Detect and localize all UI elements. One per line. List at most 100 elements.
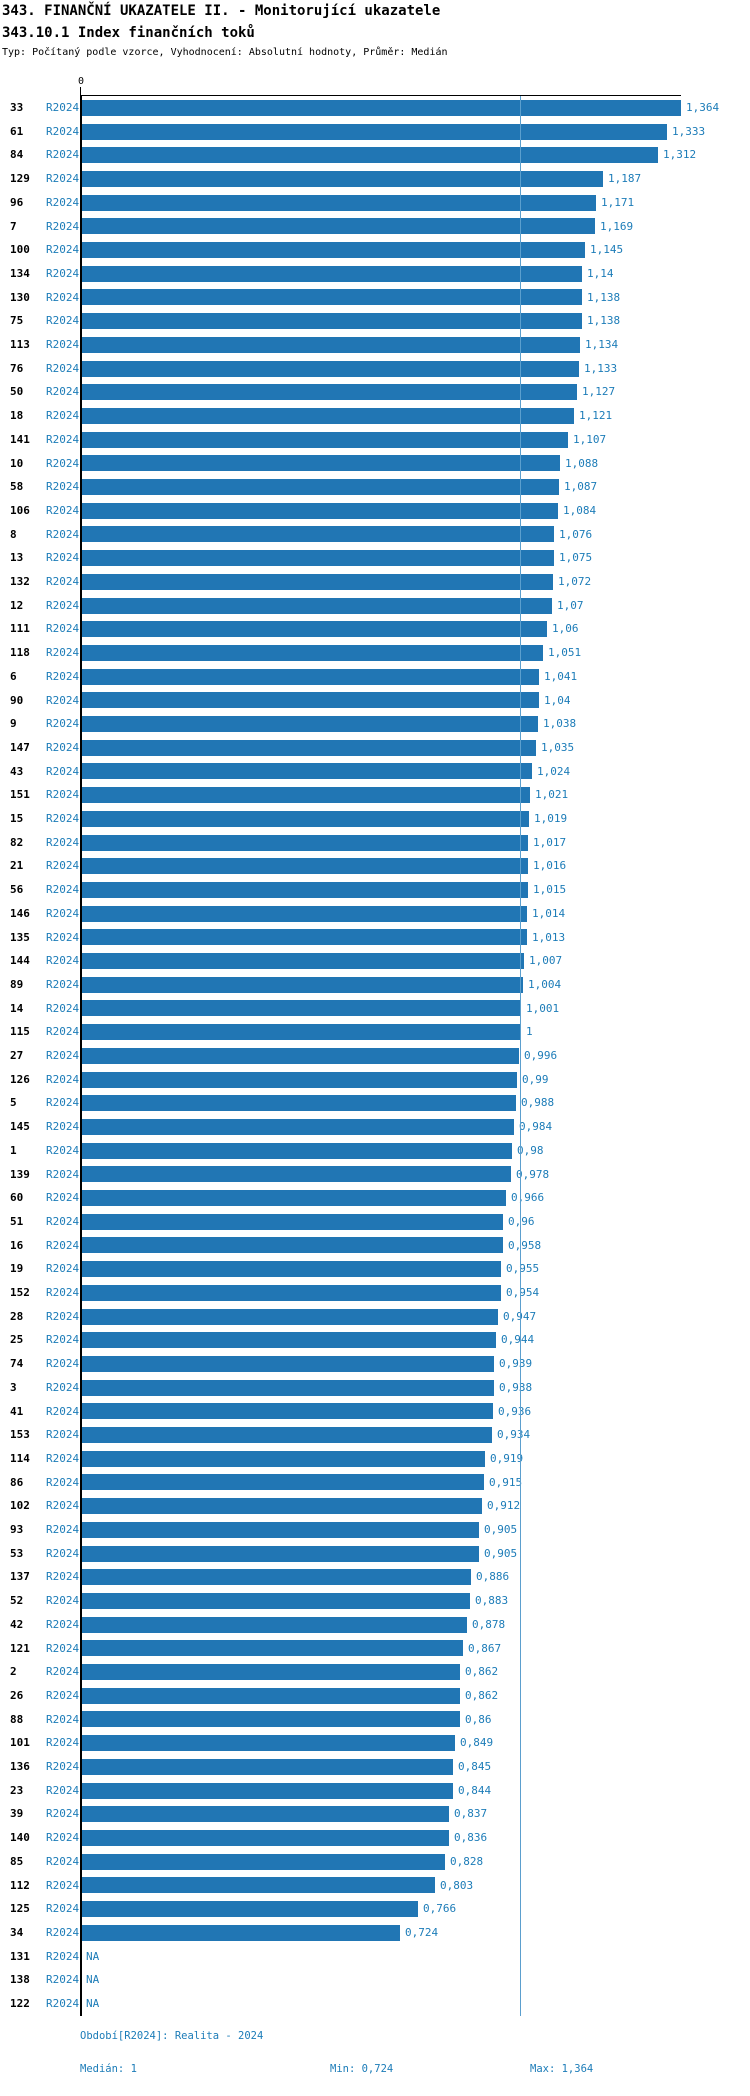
row-indicator-id: 61: [10, 124, 24, 138]
value-bar: [82, 1545, 479, 1562]
row-indicator-id: 43: [10, 764, 24, 778]
row-period-label: R2024: [46, 101, 80, 114]
value-label: 0,867: [468, 1641, 502, 1655]
row-indicator-id: 126: [10, 1072, 30, 1086]
value-label: 0,939: [499, 1357, 533, 1371]
value-label: 0,724: [405, 1925, 439, 1939]
x-axis-zero-tick: [80, 87, 81, 95]
na-label: NA: [86, 1997, 100, 2010]
chart-row: 100 R2024 1,145: [0, 238, 750, 262]
value-label: 0,984: [519, 1120, 553, 1134]
row-period-label: R2024: [46, 480, 80, 494]
value-bar: [82, 1924, 400, 1941]
value-label: 1,072: [558, 575, 592, 588]
value-label: 0,944: [501, 1333, 535, 1347]
row-period-label: R2024: [46, 219, 80, 233]
value-bar: [82, 1095, 516, 1112]
row-period-label: R2024: [46, 314, 80, 328]
chart-row: 15 R2024 1,019: [0, 807, 750, 831]
chart-row: 42 R2024 0,878: [0, 1613, 750, 1637]
row-indicator-id: 106: [10, 503, 30, 517]
row-period-label: R2024: [46, 195, 80, 209]
value-bar: [82, 1142, 512, 1159]
row-indicator-id: 74: [10, 1357, 24, 1371]
row-indicator-id: 136: [10, 1760, 30, 1773]
chart-row: 112 R2024 0,803: [0, 1874, 750, 1898]
chart-row: 88 R2024 0,86: [0, 1708, 750, 1732]
value-label: 1,312: [663, 148, 697, 162]
row-indicator-id: 93: [10, 1523, 24, 1536]
chart-row: 93 R2024 0,905: [0, 1518, 750, 1542]
chart-title: 343.10.1 Index finančních toků: [2, 25, 255, 41]
row-indicator-id: 28: [10, 1309, 24, 1323]
value-bar: [82, 1592, 470, 1609]
chart-row: 33 R2024 1,364: [0, 96, 750, 120]
row-indicator-id: 100: [10, 243, 30, 257]
row-indicator-id: 19: [10, 1262, 24, 1276]
row-indicator-id: 50: [10, 385, 24, 399]
chart-row: 3 R2024 0,938: [0, 1376, 750, 1400]
value-label: 1,051: [548, 646, 582, 660]
value-bar: [82, 147, 658, 164]
value-bar: [82, 1261, 501, 1278]
value-label: 1,084: [563, 503, 597, 517]
row-indicator-id: 5: [10, 1096, 17, 1110]
chart-row: 114 R2024 0,919: [0, 1447, 750, 1471]
value-bar: [82, 242, 585, 259]
value-label: 0,828: [450, 1854, 484, 1868]
row-indicator-id: 141: [10, 432, 30, 446]
chart-row: 139 R2024 0,978: [0, 1163, 750, 1187]
value-bar: [82, 810, 529, 827]
row-period-label: R2024: [46, 906, 80, 920]
row-indicator-id: 112: [10, 1878, 30, 1892]
row-indicator-id: 101: [10, 1736, 30, 1750]
row-indicator-id: 6: [10, 669, 17, 683]
value-label: 1,014: [532, 906, 566, 920]
value-bar: [82, 313, 582, 330]
chart-row: 51 R2024 0,96: [0, 1210, 750, 1234]
value-label: 0,86: [465, 1712, 492, 1726]
value-label: 1,14: [587, 266, 614, 280]
row-period-label: R2024: [46, 693, 80, 707]
value-bar: [82, 1308, 498, 1325]
row-period-label: R2024: [46, 1072, 80, 1086]
chart-row: 102 R2024 0,912: [0, 1494, 750, 1518]
row-indicator-id: 137: [10, 1570, 30, 1584]
row-period-label: R2024: [46, 835, 80, 849]
row-period-label: R2024: [46, 338, 80, 351]
row-period-label: R2024: [46, 1546, 80, 1560]
value-label: 0,862: [465, 1688, 499, 1702]
chart-row: 146 R2024 1,014: [0, 902, 750, 926]
chart-row: 26 R2024 0,862: [0, 1684, 750, 1708]
row-period-label: R2024: [46, 598, 80, 612]
value-label: 0,905: [484, 1546, 518, 1560]
row-indicator-id: 153: [10, 1428, 30, 1442]
value-label: 0,978: [516, 1167, 550, 1181]
row-period-label: R2024: [46, 551, 80, 565]
value-bar: [82, 1758, 453, 1775]
value-label: 0,849: [460, 1736, 494, 1750]
value-bar: [82, 1806, 449, 1823]
value-bar: [82, 692, 539, 709]
row-indicator-id: 114: [10, 1451, 30, 1465]
row-period-label: R2024: [46, 1807, 80, 1821]
value-bar: [82, 526, 554, 543]
chart-row: 41 R2024 0,936: [0, 1400, 750, 1424]
value-label: 1,016: [533, 859, 567, 873]
row-period-label: R2024: [46, 1451, 80, 1465]
row-period-label: R2024: [46, 1783, 80, 1797]
chart-row: 111 R2024 1,06: [0, 617, 750, 641]
value-label: 0,96: [508, 1214, 535, 1228]
value-bar: [82, 1616, 467, 1633]
row-period-label: R2024: [46, 717, 80, 731]
chart-row: 75 R2024 1,138: [0, 309, 750, 333]
value-bar: [82, 1450, 485, 1467]
value-label: 0,938: [499, 1380, 533, 1394]
row-indicator-id: 118: [10, 646, 30, 660]
row-period-label: R2024: [46, 172, 80, 186]
chart-row: 9 R2024 1,038: [0, 712, 750, 736]
row-period-label: R2024: [46, 1902, 80, 1916]
chart-row: 118 R2024 1,051: [0, 641, 750, 665]
row-period-label: R2024: [46, 1143, 80, 1157]
value-bar: [82, 834, 528, 851]
